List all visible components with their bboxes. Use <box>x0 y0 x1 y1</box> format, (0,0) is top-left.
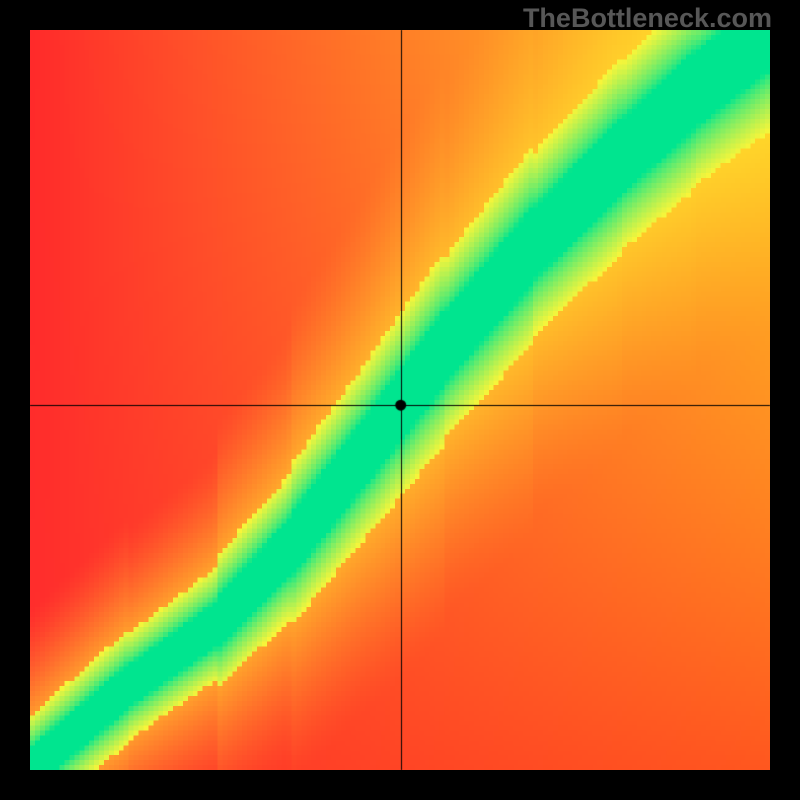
watermark-text: TheBottleneck.com <box>523 3 772 34</box>
overlay-canvas <box>0 0 800 800</box>
chart-container: TheBottleneck.com <box>0 0 800 800</box>
